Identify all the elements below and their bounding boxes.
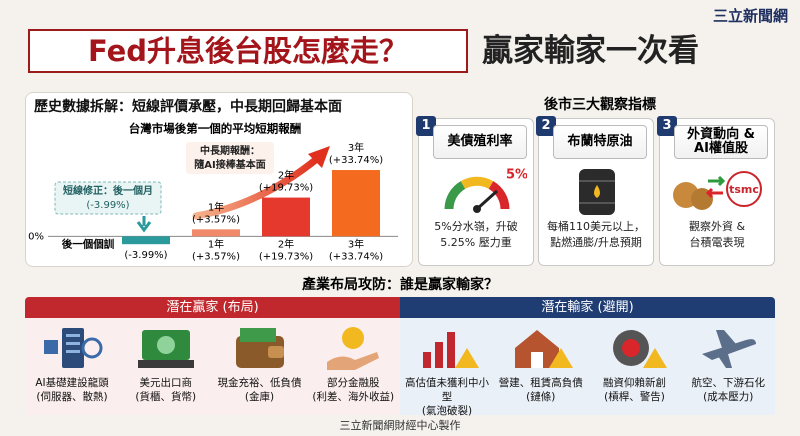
- item-note: (成本壓力): [703, 391, 754, 403]
- losers-label: 潛在輸家 (避開): [400, 297, 775, 318]
- card-icon: tsmc: [673, 171, 762, 210]
- x-value-label: (-3.99%): [124, 250, 167, 261]
- card-title-line: AI權值股: [694, 141, 748, 156]
- card-number: 1: [416, 116, 436, 136]
- bar-label: 1年: [208, 200, 224, 213]
- card-desc-line: 點燃通膨/升息預期: [550, 236, 642, 249]
- item-note: (槓桿、警告): [604, 391, 665, 403]
- x-tick-label: 1年: [208, 237, 224, 250]
- card-title: 外資動向 & AI權值股: [674, 125, 768, 159]
- annotation: 短線修正：後一個月: [63, 184, 153, 197]
- industry-item: 現金充裕、低負債 (金庫): [213, 322, 307, 404]
- card-title-line: 外資動向 &: [687, 127, 755, 142]
- annotation-box: [54, 181, 162, 215]
- card-desc: 5%分水嶺，升破 5.25% 壓力重: [419, 219, 533, 251]
- industry-heading: 產業布局攻防：誰是贏家輸家？: [302, 277, 498, 293]
- item-icon: [235, 328, 284, 368]
- annotation: 中長期報酬：: [200, 144, 260, 157]
- bar: [332, 170, 380, 237]
- x-value-label: (+19.73%): [259, 251, 313, 262]
- card-desc: 每桶110美元以上， 點燃通膨/升息預期: [539, 219, 653, 251]
- card-icon: [579, 169, 615, 215]
- bar: [122, 236, 170, 245]
- industry-item: 美元出口商 (貨櫃、貨幣): [119, 322, 213, 404]
- brand: 三立新聞網: [712, 7, 788, 25]
- x-value-label: (+3.57%): [192, 251, 240, 262]
- bar-value-label: (+19.73%): [259, 183, 313, 194]
- item-icon: [702, 330, 757, 368]
- item-icon: [137, 330, 194, 368]
- card-title-line: 布蘭特原油: [567, 134, 633, 149]
- item-icon: [514, 330, 573, 368]
- card-title: 美債殖利率: [433, 125, 527, 159]
- card-desc-line: 5.25% 壓力重: [440, 236, 512, 249]
- item-note: (貨櫃、貨幣): [135, 391, 197, 403]
- card-title: 布蘭特原油: [553, 125, 647, 159]
- industry-item: AI基礎建設龍頭 (伺服器、散熱): [25, 322, 119, 404]
- item-note: (氣泡破裂): [421, 405, 473, 417]
- bar-value-label: (+3.57%): [192, 214, 240, 225]
- card-logo: tsmc: [729, 183, 759, 196]
- item-name: 營建、租賃高負債: [498, 377, 583, 389]
- item-icon: [327, 327, 380, 370]
- y-tick-label: 0%: [28, 231, 44, 242]
- bar: [192, 229, 240, 237]
- item-name: 現金充裕、低負債: [217, 377, 302, 389]
- item-name: 部分金融股: [327, 377, 380, 389]
- x-tick-label: 後一個個訓: [61, 237, 115, 250]
- card-badge: 5%: [506, 168, 527, 183]
- item-name: 高估值未獲利中小型: [405, 377, 489, 403]
- card-icon: 5%: [444, 168, 527, 213]
- bar-label: 3年: [348, 141, 364, 154]
- industry-item: 高估值未獲利中小型 (氣泡破裂): [400, 322, 494, 418]
- annotation: 隨AI接棒基本面: [194, 158, 265, 171]
- trend-arrow-head: [308, 146, 330, 168]
- item-icon: [44, 328, 103, 368]
- item-icon: [612, 330, 667, 368]
- item-name: 融資仰賴新創: [603, 377, 666, 389]
- indicator-card: 1 美債殖利率 5% 5%分水嶺，升破 5.25% 壓力重: [416, 116, 534, 266]
- x-tick-label: 2年: [278, 237, 294, 250]
- card-desc: 觀察外資 & 台積電表現: [660, 219, 774, 251]
- card-desc-line: 觀察外資 &: [688, 220, 746, 233]
- item-note: (伺服器、散熱): [36, 391, 108, 403]
- card-desc-line: 台積電表現: [689, 236, 745, 249]
- winners-label: 潛在贏家 (布局): [25, 297, 400, 318]
- history-heading: 歷史數據拆解：短線評價承壓，中長期回歸基本面: [34, 99, 342, 115]
- industry-item: 航空、下游石化 (成本壓力): [681, 322, 775, 404]
- indicators-heading: 後市三大觀察指標: [544, 97, 656, 113]
- item-name: 航空、下游石化: [691, 377, 766, 389]
- industry-item: 部分金融股 (利差、海外收益): [306, 322, 400, 404]
- item-note: (鏈條): [526, 391, 556, 403]
- chart-title: 台灣市場後第一個的平均短期報酬: [129, 122, 302, 136]
- down-arrow: [136, 216, 152, 233]
- card-desc-line: 每桶110美元以上，: [547, 220, 645, 233]
- card-title-line: 美債殖利率: [447, 134, 513, 149]
- bar-label: 2年: [278, 169, 294, 182]
- item-name: AI基礎建設龍頭: [35, 377, 109, 389]
- annotation-box: [186, 142, 274, 174]
- card-desc-line: 5%分水嶺，升破: [434, 220, 518, 233]
- side-title: 贏家輸家一次看: [482, 33, 699, 69]
- indicator-card: 2 布蘭特原油每桶110美元以上， 點燃通膨/升息預期: [536, 116, 654, 266]
- trend-arrow: [192, 154, 322, 220]
- industry-item: 營建、租賃高負債 (鏈條): [494, 322, 588, 404]
- item-icon: [423, 332, 479, 368]
- indicator-card: 3 外資動向 & AI權值股 tsmc 觀察外資 & 台積電表現: [657, 116, 775, 266]
- x-tick-label: 3年: [348, 237, 364, 250]
- main-title: Fed升息後台股怎麼走？: [28, 29, 468, 73]
- x-value-label: (+33.74%): [329, 251, 383, 262]
- item-name: 美元出口商: [139, 377, 193, 389]
- annotation: (-3.99%): [86, 200, 129, 211]
- card-number: 2: [536, 116, 556, 136]
- item-note: (利差、海外收益): [312, 391, 395, 403]
- card-number: 3: [657, 116, 677, 136]
- bar-value-label: (+33.74%): [329, 155, 383, 166]
- footer: 三立新聞網財經中心製作: [339, 419, 461, 432]
- bar: [262, 197, 310, 237]
- item-note: (金庫): [244, 391, 275, 403]
- industry-item: 融資仰賴新創 (槓桿、警告): [588, 322, 682, 404]
